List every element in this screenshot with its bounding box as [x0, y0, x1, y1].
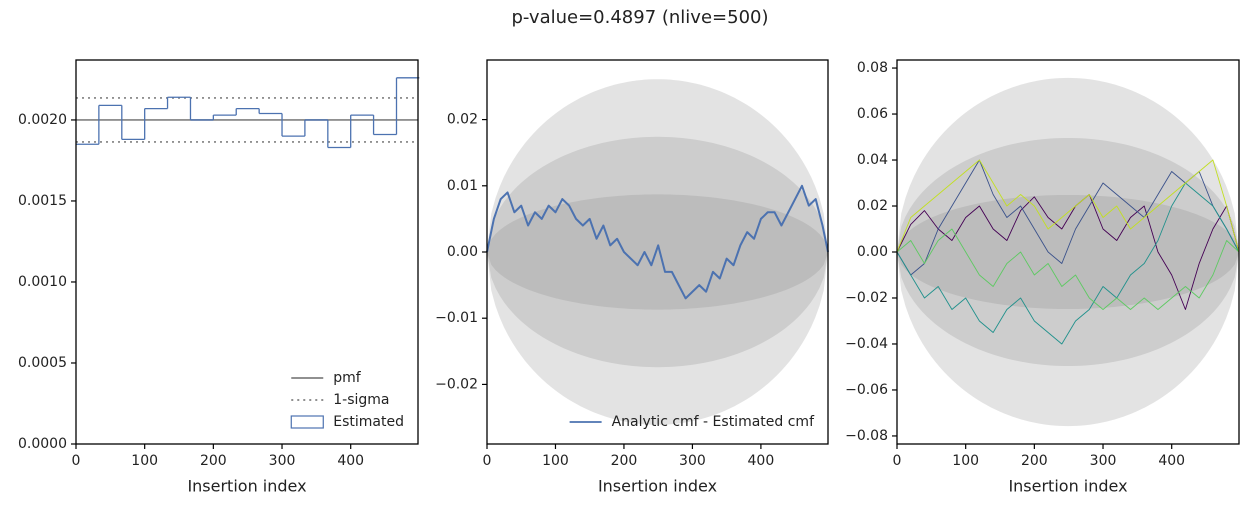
y-tick-label: 0.00 [857, 244, 888, 260]
y-tick-label: −0.02 [435, 376, 478, 392]
y-tick-label: 0.0010 [18, 274, 67, 290]
sigma-band [897, 194, 1239, 310]
x-tick-label: 300 [1090, 453, 1117, 469]
series-line [896, 159, 1240, 276]
legend-handle [290, 415, 324, 429]
x-axis-label: Insertion index [1008, 477, 1127, 496]
sigma-band [897, 137, 1239, 367]
x-tick-label: 0 [72, 453, 81, 469]
series-line [486, 184, 829, 300]
y-tick-label: −0.01 [435, 310, 478, 326]
y-tick-label: −0.02 [845, 290, 888, 306]
panel: 0 100 200 300 400 0.0000 0.0005 0.0010 0.0015 0.0… [18, 59, 420, 496]
sigma-band [487, 136, 828, 368]
y-tick-label: 0.0005 [18, 355, 67, 371]
sigma-band [487, 79, 828, 425]
x-tick-label: 0 [893, 453, 902, 469]
legend-label: Analytic cmf - Estimated cmf [612, 414, 815, 430]
series-line [896, 194, 1240, 310]
plot-frame [75, 59, 419, 445]
sigma-band [487, 194, 828, 310]
y-tick-label: 0.08 [857, 60, 888, 76]
x-tick-label: 400 [1158, 453, 1185, 469]
y-tick-label: 0.0020 [18, 112, 67, 128]
x-tick-label: 400 [748, 453, 775, 469]
y-tick-label: 0.0015 [18, 193, 67, 209]
series-line [896, 182, 1240, 345]
x-tick-label: 100 [131, 453, 158, 469]
x-axis-label: Insertion index [187, 477, 306, 496]
y-tick-label: 0.04 [857, 152, 888, 168]
figure-title: p-value=0.4897 (nlive=500) [511, 7, 768, 28]
y-tick-label: −0.04 [845, 336, 888, 352]
x-tick-label: 0 [483, 453, 492, 469]
x-axis-label: Insertion index [598, 477, 717, 496]
y-tick-label: 0.06 [857, 106, 888, 122]
legend-label: pmf [333, 370, 362, 386]
y-tick-label: 0.02 [447, 112, 478, 128]
x-tick-label: 100 [952, 453, 979, 469]
y-tick-label: 0.01 [447, 178, 478, 194]
panel: 0 100 200 300 400 −0.02 −0.01 0.00 0.01 0.02 Inser… [435, 59, 829, 496]
y-tick-label: −0.06 [845, 382, 888, 398]
x-tick-label: 100 [542, 453, 569, 469]
x-tick-label: 200 [1021, 453, 1048, 469]
series-line [896, 159, 1240, 253]
series-line [896, 228, 1240, 310]
x-tick-label: 400 [337, 453, 364, 469]
panel: 0 100 200 300 400 −0.08 −0.06 −0.04 −0.02 0.00 0.0… [845, 59, 1240, 496]
y-tick-label: 0.00 [447, 244, 478, 260]
x-tick-label: 200 [611, 453, 638, 469]
y-tick-label: 0.02 [857, 198, 888, 214]
legend-label: 1-sigma [333, 392, 389, 408]
x-tick-label: 300 [679, 453, 706, 469]
y-tick-label: −0.08 [845, 428, 888, 444]
x-tick-label: 200 [200, 453, 227, 469]
y-tick-label: 0.0000 [18, 436, 67, 452]
legend-label: Estimated [333, 414, 404, 430]
x-tick-label: 300 [269, 453, 296, 469]
